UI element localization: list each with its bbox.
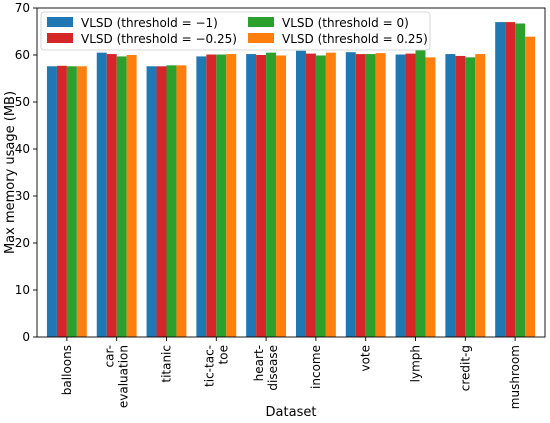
y-tick-label: 0 <box>22 330 30 344</box>
x-axis: balloons car-evaluation titanic tic-tac-toe… <box>60 337 522 409</box>
legend-swatch <box>47 17 73 27</box>
x-tick-label-group: lymph <box>409 345 423 382</box>
x-tick-label: mushroom <box>508 345 522 409</box>
x-tick-label-group: credit-g <box>458 345 472 391</box>
y-axis-label: Max memory usage (MB) <box>3 91 18 254</box>
bar <box>216 54 227 337</box>
x-axis-label: Dataset <box>266 405 317 420</box>
bar <box>345 52 356 338</box>
bar <box>525 36 536 338</box>
bar <box>415 50 426 338</box>
x-tick-label: credit-g <box>458 345 472 391</box>
bar <box>295 50 306 338</box>
legend-label: VLSD (threshold = 0) <box>282 16 409 30</box>
x-tick-label: balloons <box>60 345 74 395</box>
x-tick-label-group: mushroom <box>508 345 522 409</box>
bar <box>465 57 476 337</box>
bar <box>425 57 436 337</box>
bar <box>56 65 67 337</box>
x-tick-label-group: income <box>309 345 323 389</box>
x-tick-label: lymph <box>409 345 423 382</box>
bar <box>126 55 137 337</box>
x-tick-label-group: vote <box>359 345 373 372</box>
x-tick-label-group: heart-disease <box>252 345 280 391</box>
x-tick-label: heart- <box>252 345 266 381</box>
y-tick-label: 10 <box>15 283 30 297</box>
bar <box>206 54 217 337</box>
legend-label: VLSD (threshold = 0.25) <box>282 32 428 46</box>
legend-box <box>40 11 431 51</box>
x-tick-label: toe <box>216 345 230 364</box>
bar <box>96 52 107 338</box>
bar <box>156 66 167 337</box>
y-tick-label: 30 <box>15 189 30 203</box>
bar <box>66 66 77 337</box>
bar <box>46 66 57 337</box>
bar <box>276 55 287 337</box>
x-tick-label: income <box>309 345 323 389</box>
x-tick-label: evaluation <box>117 345 131 408</box>
y-axis: 0 10 20 30 40 50 60 70 <box>15 1 37 344</box>
bar <box>226 54 237 338</box>
bar <box>505 22 516 337</box>
x-tick-label: disease <box>266 345 280 391</box>
plot-frame <box>36 7 546 338</box>
x-tick-label: tic-tac- <box>202 345 216 387</box>
bar <box>256 55 267 337</box>
bar <box>176 65 187 337</box>
bar <box>266 52 277 338</box>
bar <box>475 54 486 338</box>
legend: VLSD (threshold = −1) VLSD (threshold = −… <box>40 11 431 51</box>
bar <box>365 54 376 338</box>
legend-swatch <box>248 17 274 27</box>
bar <box>246 54 257 338</box>
bar <box>495 22 506 337</box>
x-tick-label: car- <box>103 345 117 367</box>
legend-swatch <box>47 33 73 43</box>
bar <box>146 66 157 337</box>
x-tick-label: titanic <box>159 345 173 383</box>
bar <box>106 54 117 338</box>
bar <box>116 56 127 337</box>
x-tick-label-group: tic-tac-toe <box>202 345 230 387</box>
x-tick-label-group: car-evaluation <box>103 345 131 408</box>
bar <box>355 54 366 338</box>
x-tick-label-group: balloons <box>60 345 74 395</box>
bar <box>395 54 406 337</box>
bar <box>515 23 526 337</box>
bar <box>166 65 177 337</box>
bar <box>196 56 207 337</box>
x-tick-label: vote <box>359 345 373 372</box>
bar <box>455 55 466 337</box>
bars-group <box>46 22 536 338</box>
y-tick-label: 20 <box>15 236 30 250</box>
x-tick-label-group: titanic <box>159 345 173 383</box>
bar <box>405 53 416 338</box>
y-tick-label: 40 <box>15 142 30 156</box>
y-tick-label: 60 <box>15 48 30 62</box>
legend-label: VLSD (threshold = −1) <box>81 16 218 30</box>
bar <box>375 53 386 338</box>
bar <box>76 66 87 337</box>
legend-label: VLSD (threshold = −0.25) <box>81 32 237 46</box>
legend-swatch <box>248 33 274 43</box>
bar <box>305 53 316 338</box>
y-tick-label: 50 <box>15 95 30 109</box>
bar <box>325 52 336 338</box>
bar <box>315 55 326 337</box>
y-tick-label: 70 <box>15 1 30 15</box>
bar <box>445 54 456 338</box>
